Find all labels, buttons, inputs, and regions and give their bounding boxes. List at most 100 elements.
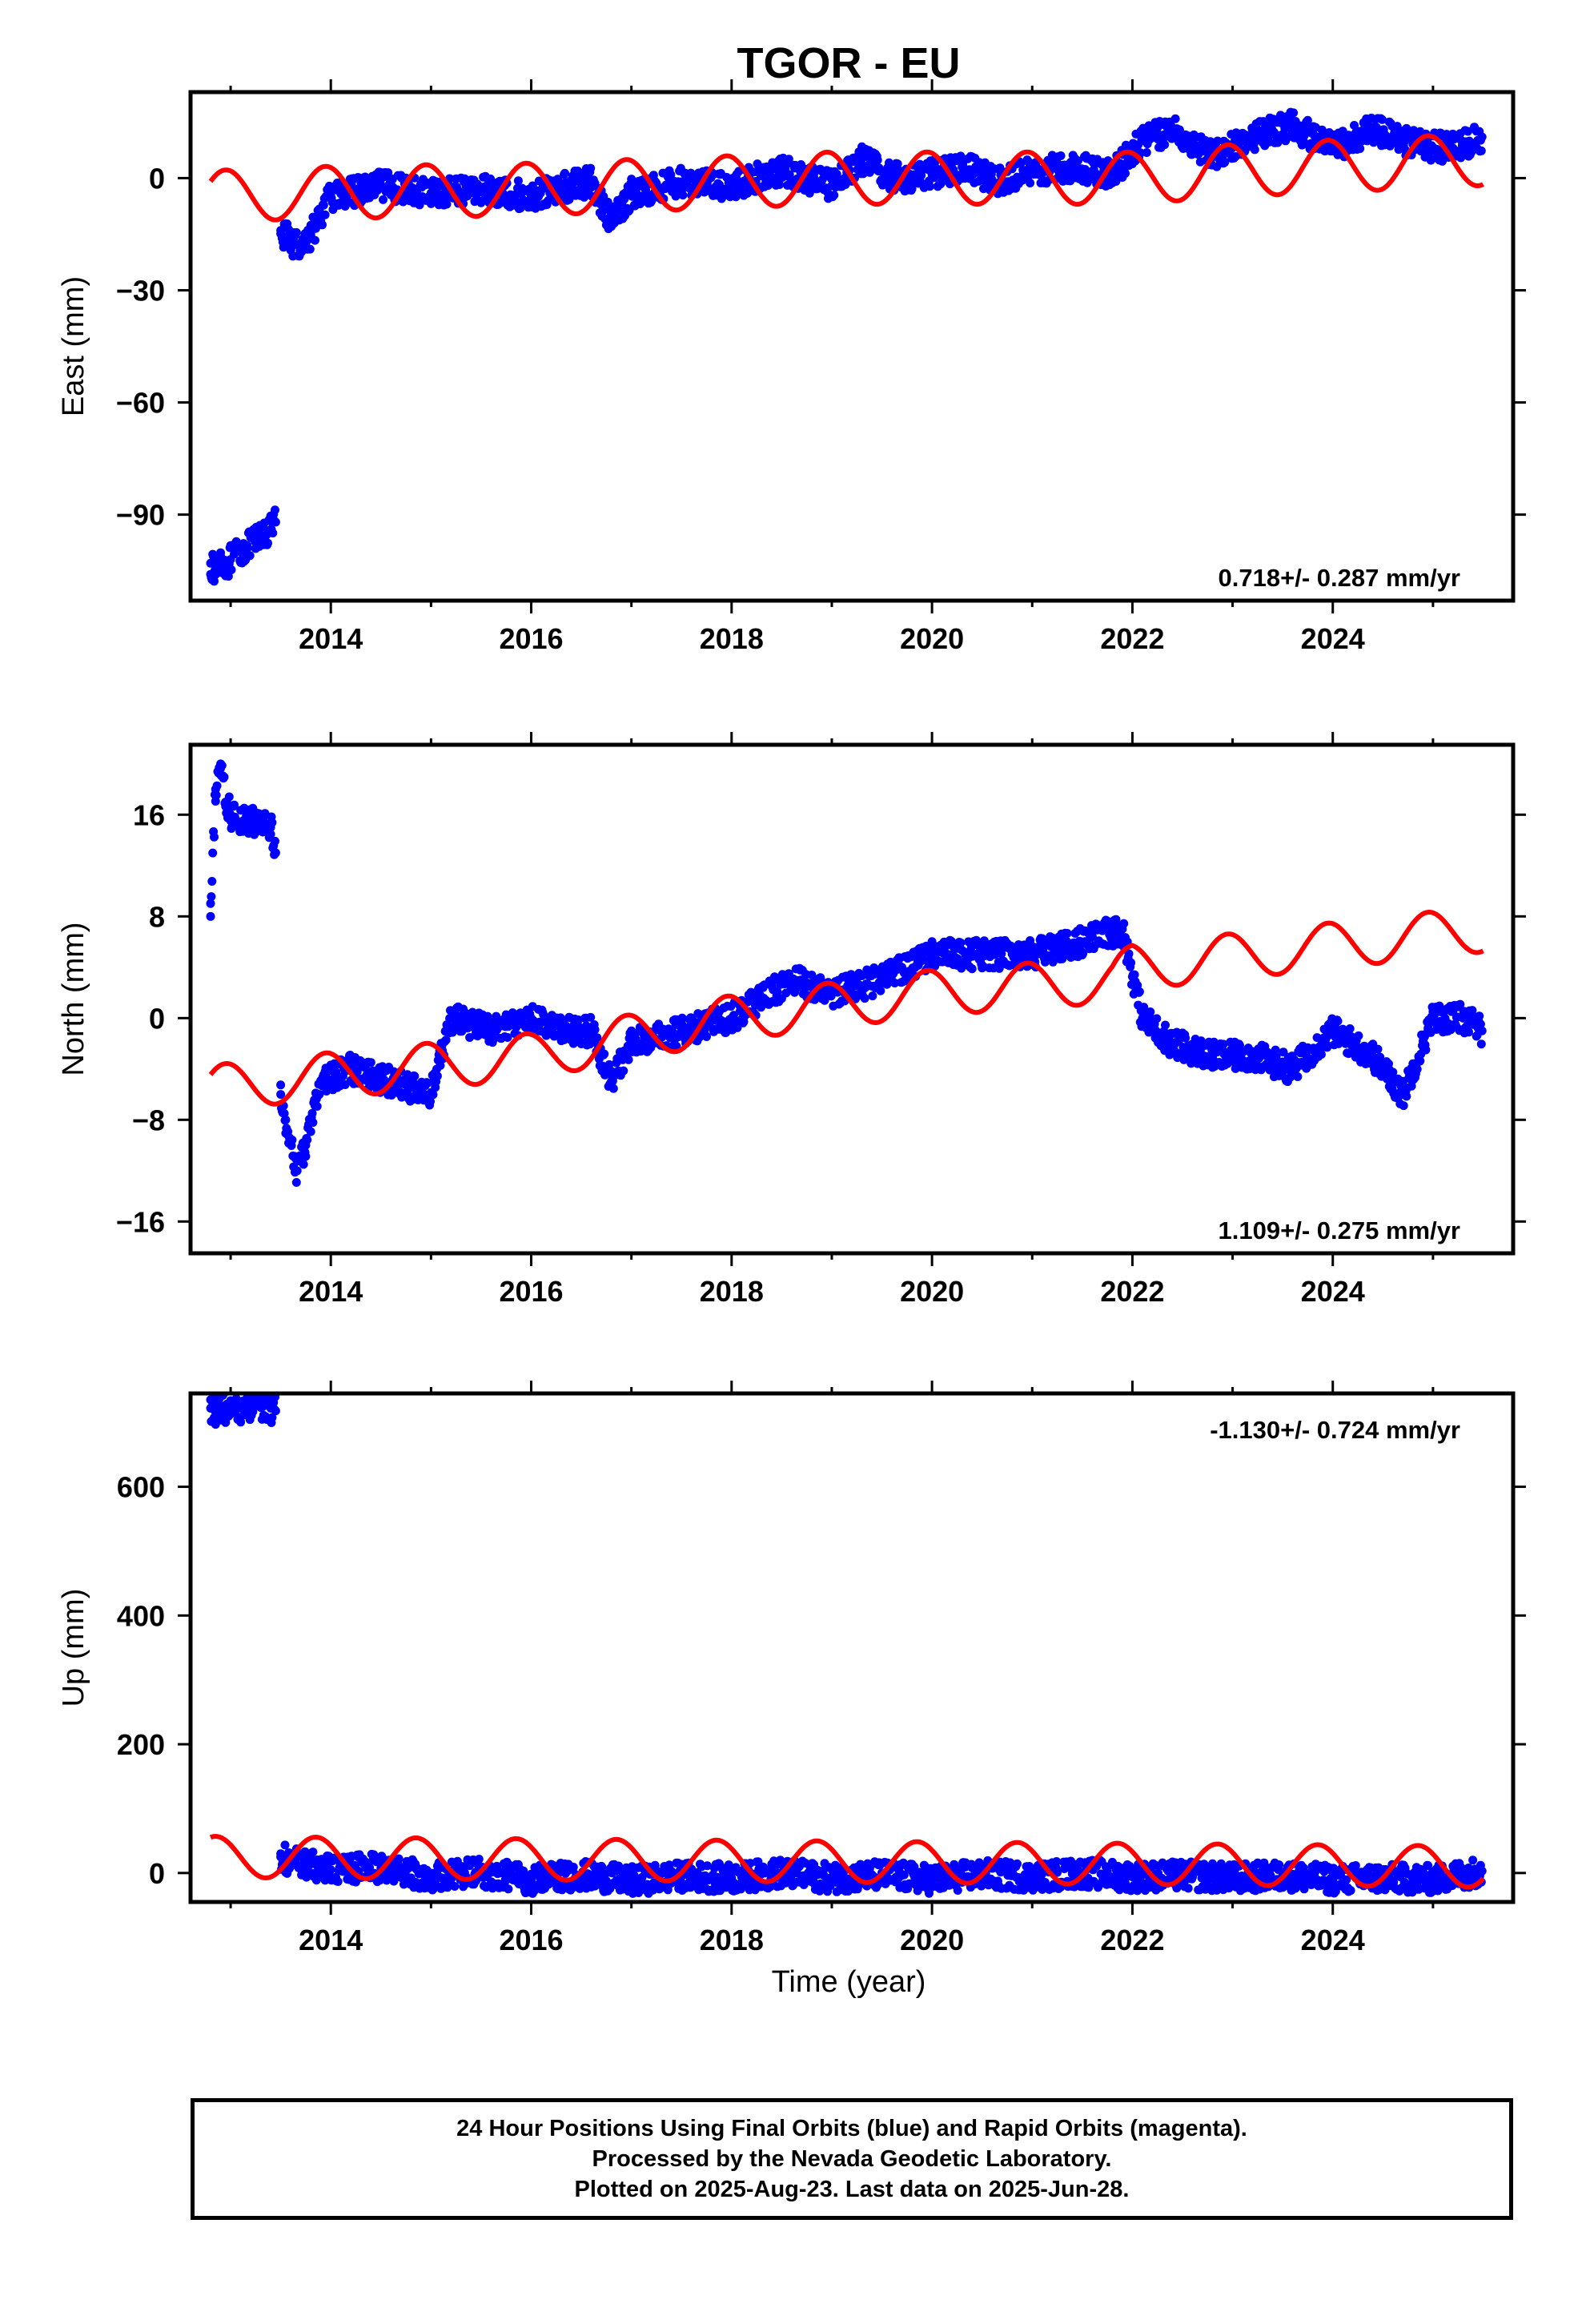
observation-point xyxy=(927,950,937,959)
observation-point xyxy=(1421,1045,1431,1055)
observation-point xyxy=(207,892,216,902)
observation-point xyxy=(1121,169,1130,178)
observation-point xyxy=(956,938,966,947)
observation-point xyxy=(305,244,315,254)
observation-point xyxy=(604,1059,614,1069)
observation-point xyxy=(1476,146,1486,155)
observation-point xyxy=(1464,1027,1473,1037)
observation-point xyxy=(1074,156,1082,166)
observation-point xyxy=(702,1032,711,1041)
observation-point xyxy=(860,994,869,1003)
observation-point xyxy=(560,168,569,178)
observation-point xyxy=(446,1013,456,1023)
y-tick-label: 16 xyxy=(133,798,165,831)
observation-point xyxy=(245,551,255,561)
observation-point xyxy=(702,1861,712,1871)
y-tick-label: −8 xyxy=(132,1104,165,1136)
observation-point xyxy=(379,195,387,204)
observation-point xyxy=(575,1884,584,1893)
observation-point xyxy=(312,1102,322,1111)
observation-point xyxy=(450,1882,460,1891)
observation-point xyxy=(394,1854,404,1864)
observation-point xyxy=(556,1026,566,1035)
observation-point xyxy=(830,1860,840,1870)
observation-point xyxy=(1027,166,1037,175)
observation-point xyxy=(1248,132,1258,142)
observation-point xyxy=(308,1118,318,1128)
observation-point xyxy=(276,1080,286,1090)
x-tick-label: 2024 xyxy=(1301,622,1365,655)
observation-point xyxy=(221,562,231,572)
observation-point xyxy=(1152,1014,1162,1023)
observation-point xyxy=(1053,1868,1062,1877)
observation-point xyxy=(1056,151,1066,160)
observation-point xyxy=(1354,1031,1363,1040)
observation-point xyxy=(1328,1026,1338,1035)
observation-point xyxy=(263,538,272,548)
observation-point xyxy=(1368,125,1378,135)
observation-point xyxy=(426,1096,435,1106)
y-tick-label: 0 xyxy=(149,162,165,195)
y-tick-label: 0 xyxy=(149,1002,165,1035)
observation-point xyxy=(1142,148,1151,157)
observation-point xyxy=(786,1874,796,1884)
observation-point xyxy=(777,166,786,175)
observation-point xyxy=(1415,1056,1425,1066)
observation-point xyxy=(677,1013,687,1023)
observation-point xyxy=(211,785,220,794)
y-tick-label: −90 xyxy=(116,499,165,532)
observation-point xyxy=(787,975,797,985)
observation-point xyxy=(276,226,286,235)
observation-point xyxy=(221,797,231,806)
observation-point xyxy=(1134,987,1144,996)
x-tick-label: 2016 xyxy=(499,1275,563,1308)
observation-point xyxy=(486,174,496,183)
observation-point xyxy=(1328,143,1338,153)
observation-point xyxy=(678,191,688,200)
observation-point xyxy=(1208,1051,1218,1061)
plot-area xyxy=(206,1393,1487,1898)
observation-point xyxy=(1167,1039,1177,1048)
observation-point xyxy=(1476,1039,1486,1049)
observation-point xyxy=(568,1863,578,1872)
observation-point xyxy=(1355,144,1365,153)
observation-point xyxy=(607,1077,616,1087)
observation-point xyxy=(1219,1039,1228,1049)
observation-point xyxy=(210,577,219,586)
observation-point xyxy=(291,1178,301,1187)
observation-point xyxy=(1139,1003,1149,1012)
observation-point xyxy=(208,848,218,858)
observation-point xyxy=(1027,950,1037,959)
observation-point xyxy=(1107,170,1117,179)
observation-point xyxy=(587,1026,596,1035)
observation-point xyxy=(476,184,486,194)
observation-point xyxy=(1160,140,1170,150)
observation-point xyxy=(1052,1857,1062,1866)
observation-point xyxy=(474,1855,484,1864)
observation-point xyxy=(308,1848,318,1857)
plot-frame xyxy=(188,742,1516,1256)
observation-point xyxy=(266,822,275,832)
observation-point xyxy=(1399,1101,1408,1111)
observation-point xyxy=(432,1072,442,1081)
observation-point xyxy=(978,950,987,959)
observation-point xyxy=(753,159,762,169)
observation-point xyxy=(829,191,839,200)
observation-point xyxy=(1016,159,1026,168)
y-tick-label: 8 xyxy=(149,900,165,933)
observation-point xyxy=(1434,147,1443,155)
observation-point xyxy=(267,1413,277,1422)
observation-point xyxy=(433,1864,443,1874)
observation-point xyxy=(1048,957,1058,967)
observation-point xyxy=(266,525,275,534)
observation-point xyxy=(1248,1051,1258,1061)
observation-point xyxy=(1368,1051,1378,1061)
observation-point xyxy=(299,1160,308,1169)
observation-point xyxy=(333,1877,343,1886)
observation-point xyxy=(1303,115,1312,125)
observation-point xyxy=(1138,136,1147,146)
x-tick-label: 2024 xyxy=(1301,1275,1365,1308)
y-tick-label: −16 xyxy=(116,1205,165,1238)
